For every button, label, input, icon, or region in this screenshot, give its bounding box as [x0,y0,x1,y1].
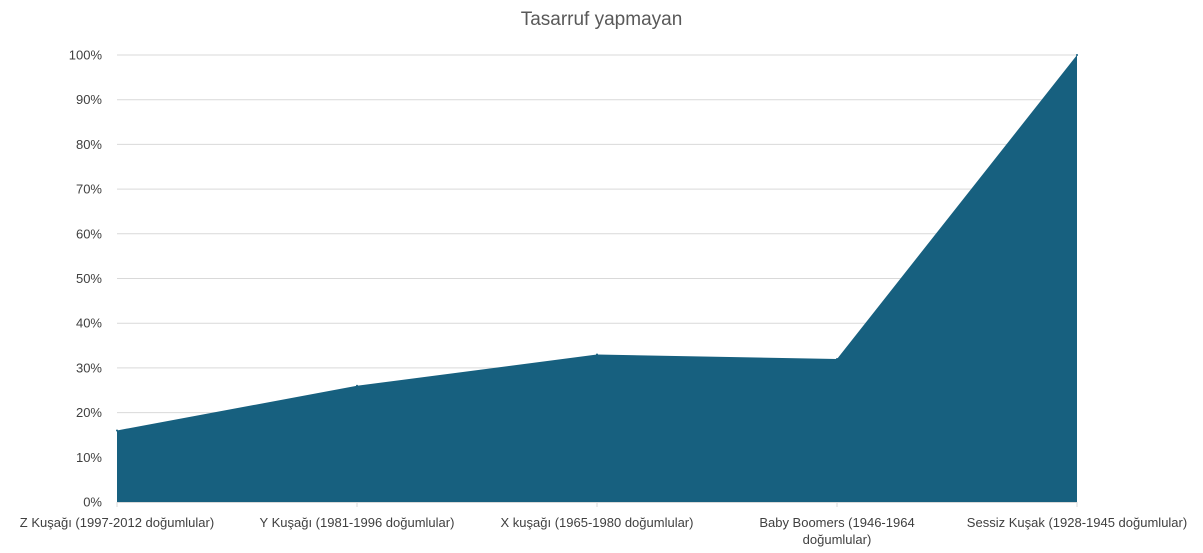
data-point [1076,54,1078,56]
area-series [116,54,1078,502]
y-tick-labels: 0% 10% 20% 30% 40% 50% 60% 70% 80% 90% 100% [69,48,103,510]
y-tick-label: 90% [76,92,102,107]
data-point [116,429,118,432]
y-tick-label: 70% [76,182,102,197]
x-tick-label: X kuşağı (1965-1980 doğumlular) [501,515,694,530]
x-tick-label: Baby Boomers (1946-1964 doğumlular) [759,515,914,547]
x-tick-labels: Z Kuşağı (1997-2012 doğumlular) Y Kuşağı … [20,515,1187,547]
x-tick-label: Sessiz Kuşak (1928-1945 doğumlular) [967,515,1187,530]
y-tick-label: 20% [76,405,102,420]
data-point [596,353,598,356]
x-tick-label: Y Kuşağı (1981-1996 doğumlular) [260,515,455,530]
y-tick-label: 80% [76,137,102,152]
data-point [836,357,838,360]
y-tick-label: 50% [76,271,102,286]
y-tick-label: 40% [76,316,102,331]
area-fill [117,55,1077,502]
x-tick-label: Z Kuşağı (1997-2012 doğumlular) [20,515,214,530]
y-tick-label: 100% [69,48,103,63]
axes [116,502,1078,507]
chart-title: Tasarruf yapmayan [520,9,683,30]
y-tick-label: 0% [83,495,102,510]
data-point [356,384,358,387]
y-tick-label: 10% [76,450,102,465]
y-tick-label: 30% [76,360,102,375]
y-tick-label: 60% [76,226,102,241]
